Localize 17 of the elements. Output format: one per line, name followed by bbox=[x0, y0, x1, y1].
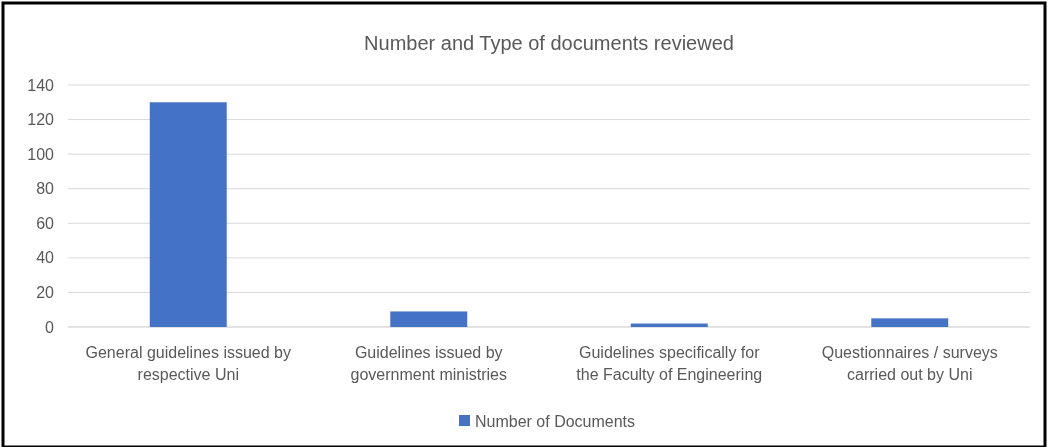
x-tick-label: General guidelines issued by respective Uni bbox=[85, 344, 291, 383]
x-tick-label: Guidelines issued by government ministries bbox=[350, 344, 507, 383]
y-tick-label: 140 bbox=[27, 76, 55, 94]
x-tick-label: Questionnaires / surveys carried out by Uni bbox=[821, 344, 998, 383]
bar bbox=[149, 102, 227, 327]
bar bbox=[390, 311, 468, 327]
y-tick-label: 100 bbox=[27, 145, 55, 163]
y-tick-label: 0 bbox=[45, 318, 55, 336]
y-tick-label: 40 bbox=[36, 249, 55, 267]
x-tick-label: Guidelines specifically for the Faculty of Engineering bbox=[576, 344, 763, 383]
legend-label: Number of Documents bbox=[475, 412, 636, 430]
chart-title: Number and Type of documents reviewed bbox=[364, 32, 734, 54]
y-tick-label: 60 bbox=[36, 214, 55, 232]
bar bbox=[871, 318, 949, 327]
y-tick-label: 120 bbox=[27, 111, 55, 129]
y-tick-label: 20 bbox=[36, 284, 55, 302]
y-tick-label: 80 bbox=[36, 180, 55, 198]
